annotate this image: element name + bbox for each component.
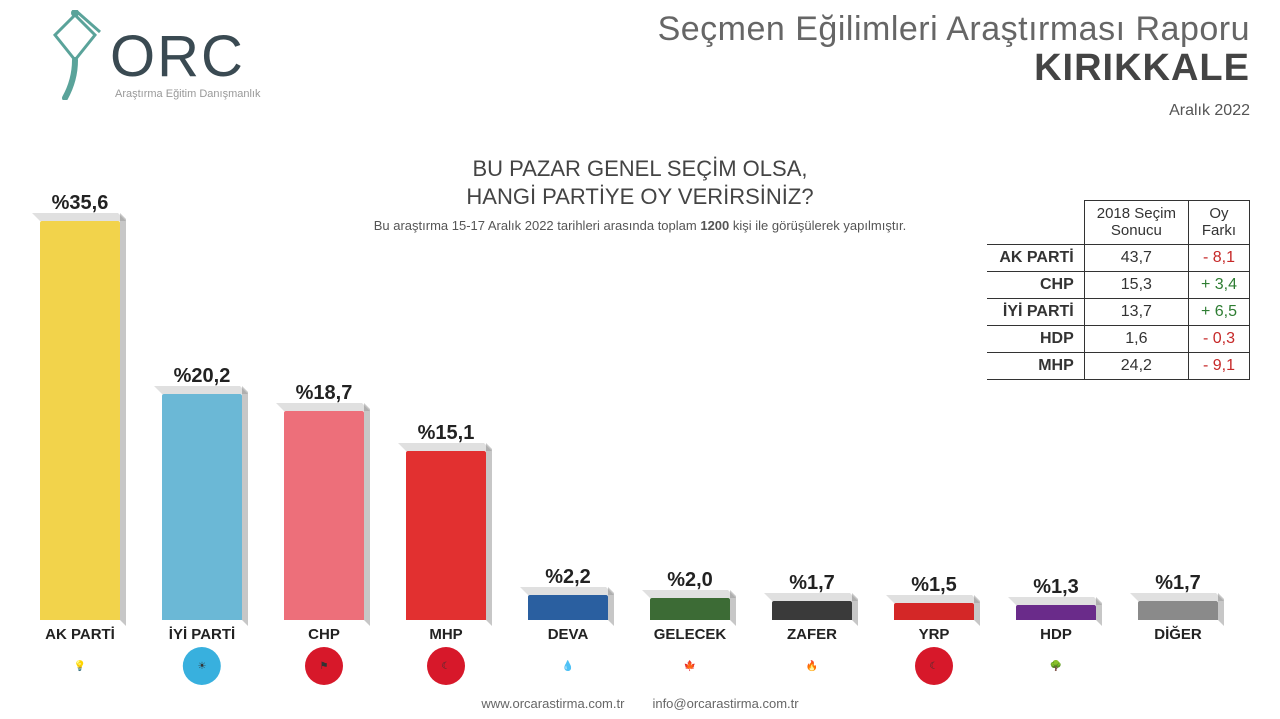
table-cell-prev: 15,3 (1084, 271, 1188, 298)
party-icon: ⚑ (305, 647, 343, 685)
bar-group: %18,7CHP⚑ (280, 321, 368, 620)
bar (528, 595, 608, 620)
question-sub-after: kişi ile görüşülerek yapılmıştır. (729, 218, 906, 233)
bar (894, 603, 974, 620)
bar (406, 451, 486, 620)
table-header-empty (987, 201, 1084, 245)
logo-text: ORC (110, 28, 245, 86)
table-cell-delta: - 0,3 (1188, 325, 1249, 352)
question-sub-bold: 1200 (700, 218, 729, 233)
table-cell-party: AK PARTİ (987, 244, 1084, 271)
comparison-table: 2018 SeçimSonucuOyFarkıAK PARTİ43,7- 8,1… (987, 200, 1250, 380)
logo-mark-icon (40, 10, 110, 100)
footer-url: www.orcarastirma.com.tr (481, 696, 624, 711)
question-line-2: HANGİ PARTİYE OY VERİRSİNİZ? (340, 183, 940, 211)
table-cell-delta: - 9,1 (1188, 352, 1249, 379)
party-label: HDP (1040, 626, 1072, 643)
party-label: CHP (308, 626, 340, 643)
bar-group: %2,2DEVA💧 (524, 505, 612, 620)
bar-group: %1,7DİĞER (1134, 511, 1222, 620)
bar-group: %1,5YRP☾ (890, 513, 978, 620)
table-cell-prev: 43,7 (1084, 244, 1188, 271)
table-cell-party: İYİ PARTİ (987, 298, 1084, 325)
bar (162, 394, 242, 620)
party-label: DİĞER (1154, 626, 1202, 643)
party-icon: 💡 (61, 647, 99, 685)
table-cell-prev: 1,6 (1084, 325, 1188, 352)
logo-subtitle: Araştırma Eğitim Danışmanlık (115, 88, 260, 100)
table-cell-party: CHP (987, 271, 1084, 298)
bar (650, 598, 730, 620)
bar-value-label: %1,5 (911, 574, 957, 597)
bar-value-label: %1,7 (789, 572, 835, 595)
party-icon: ☀ (183, 647, 221, 685)
table-row: AK PARTİ43,7- 8,1 (987, 244, 1249, 271)
table-cell-delta: + 3,4 (1188, 271, 1249, 298)
bar (1016, 605, 1096, 620)
party-label: AK PARTİ (45, 626, 115, 643)
question-line-1: BU PAZAR GENEL SEÇİM OLSA, (340, 155, 940, 183)
bar-value-label: %2,2 (545, 566, 591, 589)
bar (1138, 601, 1218, 620)
table-row: İYİ PARTİ13,7+ 6,5 (987, 298, 1249, 325)
party-label: İYİ PARTİ (169, 626, 235, 643)
table-row: CHP15,3+ 3,4 (987, 271, 1249, 298)
table-cell-prev: 24,2 (1084, 352, 1188, 379)
party-label: DEVA (548, 626, 589, 643)
bar-value-label: %1,3 (1033, 576, 1079, 599)
party-icon: 🍁 (671, 647, 709, 685)
party-label: GELECEK (654, 626, 727, 643)
party-icon: 🌳 (1037, 647, 1075, 685)
party-icon: ☾ (427, 647, 465, 685)
table-cell-party: HDP (987, 325, 1084, 352)
table-cell-prev: 13,7 (1084, 298, 1188, 325)
survey-question: BU PAZAR GENEL SEÇİM OLSA, HANGİ PARTİYE… (340, 155, 940, 233)
footer: www.orcarastirma.com.tr info@orcarastirm… (481, 696, 798, 711)
bar-value-label: %18,7 (296, 382, 353, 405)
party-label: ZAFER (787, 626, 837, 643)
bar-group: %20,2İYİ PARTİ☀ (158, 304, 246, 620)
bar-value-label: %35,6 (52, 192, 109, 215)
report-city: KIRIKKALE (658, 47, 1250, 90)
party-icon: ☾ (915, 647, 953, 685)
table-cell-party: MHP (987, 352, 1084, 379)
bar-value-label: %1,7 (1155, 572, 1201, 595)
footer-email: info@orcarastirma.com.tr (652, 696, 798, 711)
bar-group: %1,7ZAFER🔥 (768, 511, 856, 620)
report-header: Seçmen Eğilimleri Araştırması Raporu KIR… (658, 10, 1250, 120)
bar-value-label: %2,0 (667, 569, 713, 592)
bar-group: %35,6AK PARTİ💡 (36, 131, 124, 620)
party-icon: 💧 (549, 647, 587, 685)
bar-value-label: %15,1 (418, 422, 475, 445)
question-subtitle: Bu araştırma 15-17 Aralık 2022 tarihleri… (340, 218, 940, 233)
bar (284, 411, 364, 620)
party-icon: 🔥 (793, 647, 831, 685)
report-title: Seçmen Eğilimleri Araştırması Raporu (658, 10, 1250, 49)
table-cell-delta: - 8,1 (1188, 244, 1249, 271)
bar-value-label: %20,2 (174, 365, 231, 388)
table-cell-delta: + 6,5 (1188, 298, 1249, 325)
bar-group: %1,3HDP🌳 (1012, 515, 1100, 620)
report-date: Aralık 2022 (658, 102, 1250, 120)
table-header-delta: OyFarkı (1188, 201, 1249, 245)
table-row: HDP1,6- 0,3 (987, 325, 1249, 352)
table-header-prev: 2018 SeçimSonucu (1084, 201, 1188, 245)
bar (40, 221, 120, 620)
table-row: MHP24,2- 9,1 (987, 352, 1249, 379)
question-sub-before: Bu araştırma 15-17 Aralık 2022 tarihleri… (374, 218, 701, 233)
party-label: MHP (429, 626, 462, 643)
bar-group: %15,1MHP☾ (402, 361, 490, 620)
logo: ORC (40, 10, 245, 100)
party-label: YRP (919, 626, 950, 643)
bar-group: %2,0GELECEK🍁 (646, 508, 734, 620)
bar (772, 601, 852, 620)
